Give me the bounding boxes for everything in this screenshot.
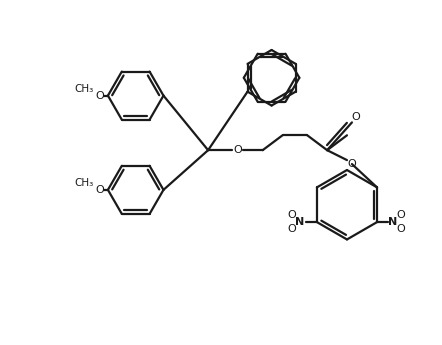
Text: O: O — [351, 112, 360, 122]
Text: O: O — [95, 91, 104, 101]
Text: O: O — [396, 224, 405, 234]
Text: O: O — [347, 159, 356, 169]
Text: O: O — [95, 185, 104, 195]
Text: CH₃: CH₃ — [75, 84, 94, 94]
Text: O: O — [288, 224, 297, 234]
Text: O: O — [233, 145, 242, 155]
Text: N: N — [295, 217, 305, 227]
Text: O: O — [288, 210, 297, 220]
Text: N: N — [388, 217, 397, 227]
Text: O: O — [396, 210, 405, 220]
Text: CH₃: CH₃ — [75, 178, 94, 188]
